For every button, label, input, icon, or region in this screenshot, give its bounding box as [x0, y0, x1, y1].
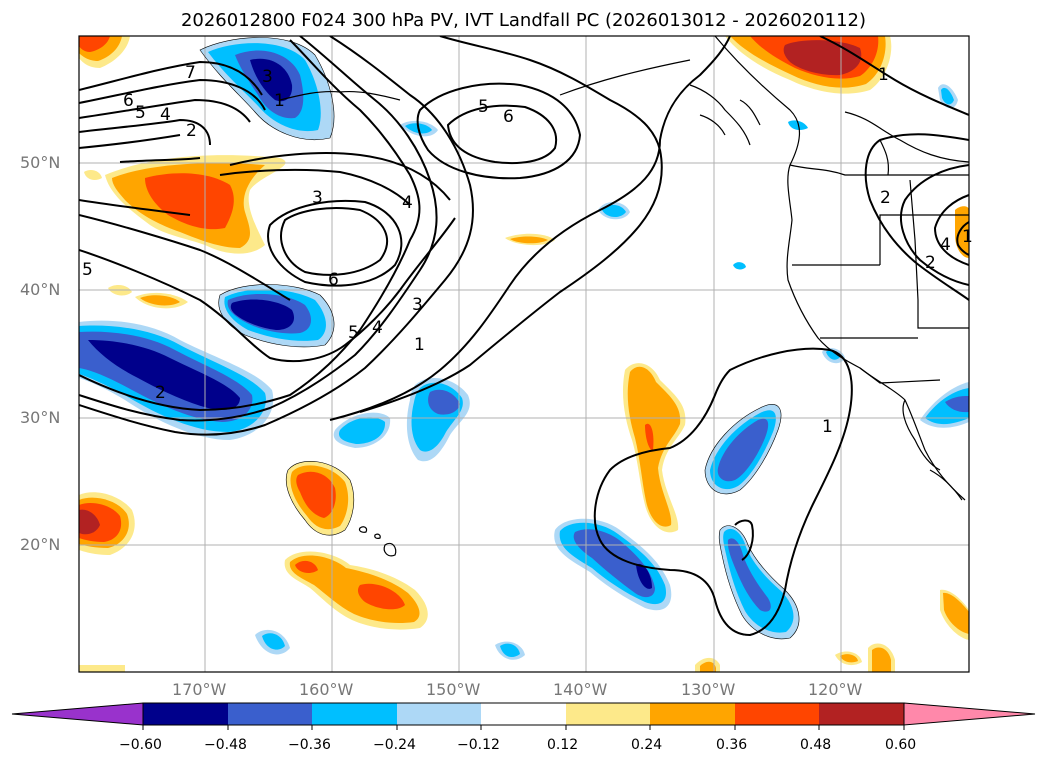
colorbar-segment	[228, 703, 312, 725]
lat-label: 30°N	[20, 408, 61, 427]
lon-label: 170°W	[172, 680, 227, 699]
contour-label: 1	[414, 335, 425, 355]
pv-contours	[79, 36, 969, 637]
colorbar-segment	[735, 703, 819, 725]
colorbar-tick-label: −0.36	[288, 737, 331, 753]
contour-label: 5	[82, 260, 93, 280]
lat-label: 20°N	[20, 535, 61, 554]
colorbar-segment	[312, 703, 397, 725]
contour-label: 5	[135, 103, 146, 123]
colorbar-tick-label: 0.24	[631, 737, 663, 753]
colorbar-tick-label: 0.60	[885, 737, 917, 753]
colorbar-segment	[650, 703, 735, 725]
lon-label: 120°W	[808, 680, 863, 699]
contour-label: 4	[940, 235, 951, 255]
lon-label: 160°W	[299, 680, 354, 699]
contour-label: 5	[478, 97, 489, 117]
colorbar-high-extend	[903, 702, 1036, 726]
contour-label: 7	[185, 63, 196, 83]
colorbar-tick-label: 0.36	[716, 737, 748, 753]
contour-label: 5	[348, 323, 359, 343]
colorbar-tick-label: −0.24	[373, 737, 416, 753]
contour-label: 2	[186, 121, 197, 141]
colorbar-tick-label: 0.48	[800, 737, 832, 753]
lon-label: 150°W	[426, 680, 481, 699]
lon-label: 140°W	[553, 680, 608, 699]
contour-label: 3	[312, 188, 323, 208]
colorbar-low-extend	[11, 702, 144, 726]
colorbar-segment	[819, 703, 904, 725]
colorbar-segment	[566, 703, 650, 725]
map-title: 2026012800 F024 300 hPa PV, IVT Landfall…	[180, 10, 867, 31]
contour-label: 4	[402, 193, 413, 213]
shaded-fields	[79, 36, 969, 672]
colorbar-segment	[481, 703, 566, 725]
contour-label: 1	[878, 65, 889, 85]
colorbar-tick-label: −0.60	[119, 737, 162, 753]
colorbar-tick-label: −0.48	[204, 737, 247, 753]
colorbar-segment	[397, 703, 481, 725]
contour-label: 1	[962, 227, 973, 247]
contour-label: 1	[274, 91, 285, 111]
coastlines	[279, 36, 969, 557]
contour-label: 2	[880, 188, 891, 208]
lat-label: 50°N	[20, 153, 61, 172]
contour-label: 6	[123, 91, 134, 111]
contour-label: 4	[160, 105, 171, 125]
plot-frame	[78, 35, 970, 673]
contour-label: 4	[372, 318, 383, 338]
colorbar	[11, 702, 1036, 730]
colorbar-segment	[143, 703, 228, 725]
contour-label: 2	[155, 383, 166, 403]
contour-label: 1	[822, 417, 833, 437]
lon-label: 130°W	[681, 680, 736, 699]
colorbar-tick-label: −0.12	[457, 737, 500, 753]
contour-label: 3	[262, 67, 273, 87]
lat-label: 40°N	[20, 280, 61, 299]
contour-label: 3	[412, 295, 423, 315]
field-outlines	[199, 37, 800, 640]
contour-label: 6	[328, 270, 339, 290]
colorbar-tick-label: 0.12	[547, 737, 579, 753]
contour-label: 6	[503, 107, 514, 127]
contour-labels: 7 6 5 4 3 2 1 5 6 3 4 6 5 4 3 1 2 1 2 1 …	[82, 63, 973, 437]
contour-label: 2	[925, 253, 936, 273]
